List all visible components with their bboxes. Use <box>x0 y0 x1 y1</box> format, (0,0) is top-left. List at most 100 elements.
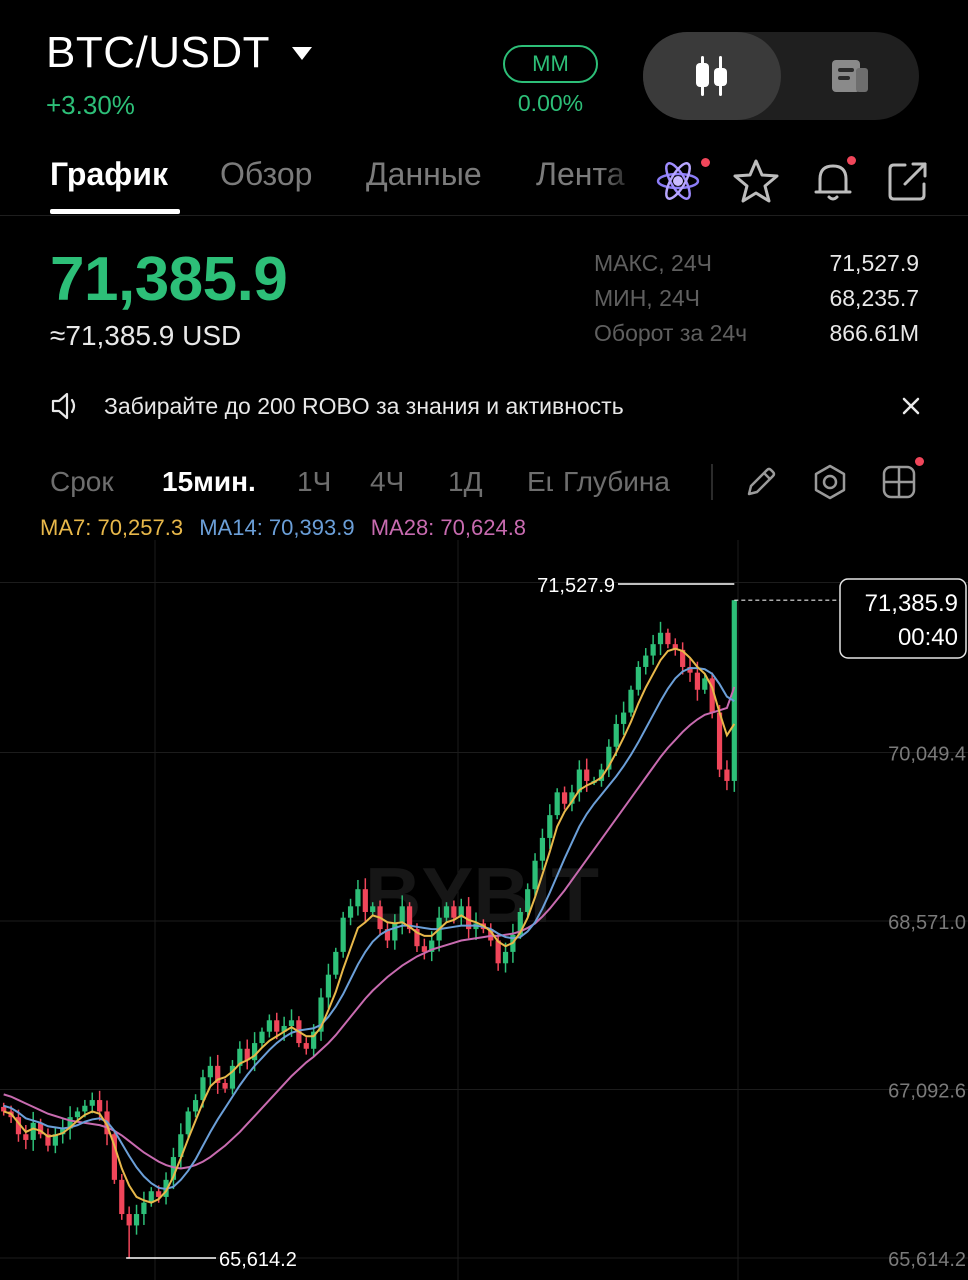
candle-body <box>37 1122 44 1135</box>
mm-badge[interactable]: MM <box>503 45 598 83</box>
candle-body <box>178 1134 184 1158</box>
timeframe-1d[interactable]: 1Д <box>448 466 483 497</box>
candle-body <box>731 600 737 781</box>
stat-label: Оборот за 24ч <box>594 320 748 346</box>
atom-icon[interactable] <box>653 156 710 206</box>
candle-body <box>362 889 368 913</box>
ma14-label: MA14: 70,393.9 <box>199 515 355 540</box>
candle-body <box>30 1122 36 1140</box>
view-toggle[interactable] <box>643 32 919 120</box>
banner-text[interactable]: Забирайте до 200 ROBO за знания и активн… <box>104 392 624 419</box>
stat-value: 68,235.7 <box>829 285 919 311</box>
star-icon[interactable] <box>731 156 781 206</box>
tab-overview[interactable]: Обзор <box>220 156 313 192</box>
stat-value: 866.61M <box>829 320 919 346</box>
candle-body <box>724 769 730 781</box>
tab-chart[interactable]: График <box>50 156 168 192</box>
news-icon <box>832 60 868 92</box>
ma28-label: MA28: 70,624.8 <box>370 515 527 540</box>
candle-body <box>23 1134 29 1140</box>
divider <box>711 464 713 500</box>
candle-body <box>716 712 723 770</box>
candle-body <box>576 769 582 793</box>
candle-body <box>532 860 538 890</box>
bell-icon[interactable] <box>808 156 858 206</box>
candle-body <box>635 666 641 690</box>
close-icon[interactable] <box>897 392 925 420</box>
candle-body <box>89 1100 95 1106</box>
timeframe-15m[interactable]: 15мин. <box>162 466 256 497</box>
candle-body <box>525 889 531 913</box>
candle-body <box>561 792 568 804</box>
low-label: 65,614.2 <box>219 1249 297 1271</box>
candle-body <box>266 1020 272 1032</box>
candle-body <box>502 951 509 964</box>
y-tick-label: 65,614.2 <box>888 1249 966 1271</box>
promo-banner[interactable]: Забирайте до 200 ROBO за знания и активн… <box>50 384 925 428</box>
candle-body <box>598 769 605 781</box>
timeframe-1h[interactable]: 1Ч <box>297 466 332 497</box>
mm-value: 0.00% <box>517 90 584 116</box>
caret-down-icon[interactable] <box>292 46 312 60</box>
candle-body <box>97 1100 103 1112</box>
candle-body <box>200 1077 206 1101</box>
candle-body <box>554 792 560 816</box>
candle-body <box>399 906 405 924</box>
candle-body <box>82 1105 88 1112</box>
stat-label: МИН, 24Ч <box>594 285 700 311</box>
candle-body <box>584 769 590 781</box>
candle-body <box>311 1031 317 1049</box>
timeframe-more[interactable]: Ец <box>527 466 553 497</box>
candle-body <box>488 929 494 941</box>
candle-body <box>60 1128 66 1135</box>
candlestick-view-button[interactable] <box>643 32 781 120</box>
news-view-button[interactable] <box>781 32 919 120</box>
candle-body <box>539 837 546 861</box>
stats-panel: МАКС, 24Ч 71,527.9 МИН, 24Ч 68,235.7 Обо… <box>594 250 919 355</box>
pencil-icon[interactable] <box>741 462 781 502</box>
tab-bar: График Обзор Данные Лента <box>0 150 968 216</box>
stat-label: МАКС, 24Ч <box>594 250 712 276</box>
candle-body <box>303 1043 309 1049</box>
tab-data[interactable]: Данные <box>366 156 482 192</box>
candle-body <box>274 1020 280 1032</box>
tab-underline <box>50 209 180 214</box>
candle-body <box>628 689 634 713</box>
candle-body <box>613 723 619 747</box>
candlestick-icon <box>696 56 727 96</box>
candle-body <box>347 906 354 918</box>
share-icon[interactable] <box>883 156 933 206</box>
ma7-line <box>3 647 736 1204</box>
candle-body <box>458 906 464 918</box>
candle-body <box>680 649 686 667</box>
candle-body <box>52 1134 58 1146</box>
candle-body <box>466 906 472 930</box>
candle-body <box>665 632 671 645</box>
settings-icon[interactable] <box>810 462 850 502</box>
pair-change: +3.30% <box>46 90 135 120</box>
stat-value: 71,527.9 <box>829 250 919 276</box>
timeframe-label[interactable]: Срок <box>50 466 114 497</box>
candle-body <box>429 940 435 952</box>
pair-name[interactable]: BTC/USDT <box>46 28 270 77</box>
candle-body <box>709 678 715 713</box>
last-price-usd: ≈71,385.9 USD <box>50 320 242 351</box>
candle-body <box>621 712 627 724</box>
ma14-line <box>3 667 735 1190</box>
candle-body <box>222 1082 228 1089</box>
notification-dot <box>701 158 710 167</box>
pair-selector[interactable]: BTC/USDT <box>46 28 312 78</box>
depth-tab[interactable]: Глубина <box>563 466 670 497</box>
candle-body <box>687 666 693 673</box>
candle-body <box>495 940 501 964</box>
candle-body <box>111 1134 117 1180</box>
price-chart[interactable]: BYBIT71,527.965,614.271,385.900:4070,049… <box>0 540 968 1280</box>
layout-icon[interactable] <box>879 462 919 502</box>
y-tick-label: 70,049.4 <box>888 744 966 766</box>
timeframe-4h[interactable]: 4Ч <box>370 466 405 497</box>
last-price-label: 71,385.9 <box>865 590 958 617</box>
candle-body <box>702 678 708 690</box>
candle-body <box>547 815 553 838</box>
candle-body <box>392 923 398 941</box>
candle-body <box>185 1111 191 1135</box>
